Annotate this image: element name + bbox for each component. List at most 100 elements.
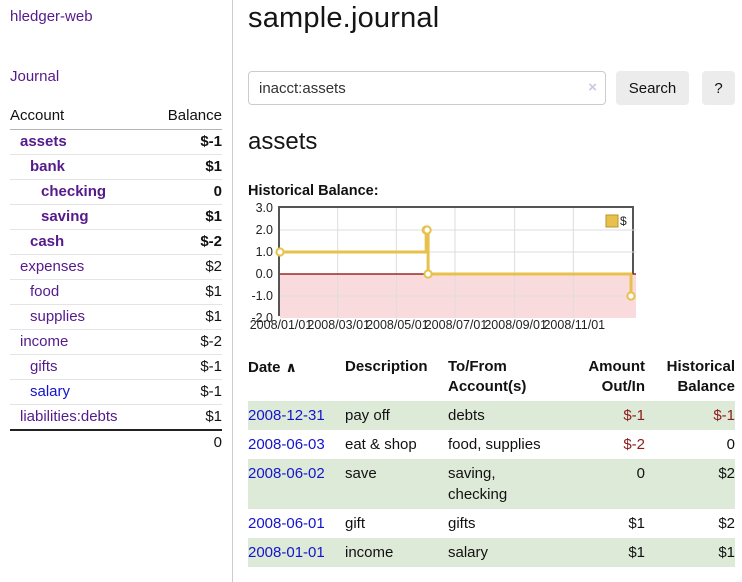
x-axis-tick-label: 2008/11/01 [543, 318, 606, 332]
txn-description: save [345, 465, 377, 482]
txn-date-link[interactable]: 2008-06-02 [248, 465, 325, 482]
account-balance: $-1 [200, 358, 222, 375]
sidebar-account-gifts[interactable]: gifts [30, 358, 58, 375]
account-balance: $1 [205, 283, 222, 300]
sidebar-account-salary[interactable]: salary [30, 383, 71, 400]
search-bar: × Search ? [248, 71, 737, 105]
sidebar-account-liabilities-debts[interactable]: liabilities:debts [20, 408, 118, 425]
sidebar-item-journal[interactable]: Journal [10, 68, 60, 85]
x-axis-tick-label: 2008/01/01 [249, 318, 313, 332]
accounts-total-value: 0 [213, 434, 222, 451]
sidebar-account-income[interactable]: income [20, 333, 69, 350]
chart-plot-area: $ [275, 206, 636, 318]
account-row: food $1 [10, 280, 222, 305]
y-axis-labels: 3.0 2.0 1.0 0.0 -1.0 -2.0 [248, 201, 278, 325]
account-row: salary $-1 [10, 380, 222, 405]
help-button[interactable]: ? [702, 71, 735, 105]
y-axis-tick-label: -1.0 [251, 289, 273, 303]
txn-description: gift [345, 515, 366, 532]
account-balance: 0 [213, 183, 222, 200]
x-axis-labels: 2008/01/01 2008/03/01 2008/05/01 2008/07/01… [250, 318, 737, 335]
search-button[interactable]: Search [616, 71, 689, 105]
txn-date-link[interactable]: 2008-12-31 [248, 407, 325, 424]
account-row: checking 0 [10, 180, 222, 205]
search-input[interactable] [248, 71, 606, 105]
description-column-header: Description [345, 358, 428, 375]
sidebar-account-checking[interactable]: checking [41, 183, 107, 200]
x-axis-tick-label: 2008/05/01 [366, 318, 429, 332]
account-balance: $-2 [200, 333, 222, 350]
account-balance: $-1 [200, 133, 222, 150]
sort-asc-icon: ∧ [285, 359, 297, 375]
accounts-table-header: Account Balance [10, 104, 222, 130]
data-point-marker [626, 291, 636, 301]
y-axis-tick-label: -2.0 [251, 311, 273, 325]
txn-balance: $-1 [713, 407, 735, 424]
y-axis-tick-label: 3.0 [255, 201, 273, 215]
sidebar-account-saving[interactable]: saving [41, 208, 89, 225]
txn-accounts: gifts [448, 515, 476, 532]
sidebar-account-bank[interactable]: bank [30, 158, 66, 175]
account-balance: $2 [205, 258, 222, 275]
account-balance: $1 [205, 208, 222, 225]
transactions-table: Date ∧ Description To/From Account(s) Amo… [248, 355, 735, 567]
sidebar-account-cash[interactable]: cash [30, 233, 65, 250]
txn-amount: $1 [628, 515, 645, 532]
account-balance: $-2 [200, 233, 222, 250]
account-balance: $1 [205, 158, 222, 175]
account-row: bank $1 [10, 155, 222, 180]
sidebar-account-assets[interactable]: assets [20, 133, 67, 150]
txn-accounts: food, supplies [448, 436, 541, 453]
account-balance: $1 [205, 408, 222, 425]
balance-column-header: Balance [167, 107, 222, 124]
accounts-table: Account Balance assets $-1 bank $1 check… [10, 104, 222, 454]
txn-date-link[interactable]: 2008-06-03 [248, 436, 325, 453]
clear-search-icon[interactable]: × [588, 79, 597, 96]
txn-row: 2008-01-01 income salary $1 $1 [248, 538, 735, 567]
y-axis-tick-label: 1.0 [255, 245, 273, 259]
account-row: income $-2 [10, 330, 222, 355]
txn-date-link[interactable]: 2008-01-01 [248, 544, 325, 561]
transactions-header-row: Date ∧ Description To/From Account(s) Amo… [248, 355, 735, 401]
txn-row: 2008-06-03 eat & shop food, supplies $-2… [248, 430, 735, 459]
account-row: supplies $1 [10, 305, 222, 330]
txn-amount: 0 [636, 465, 645, 482]
accounts-total-row: 0 [10, 429, 222, 454]
account-balance: $-1 [200, 383, 222, 400]
txn-amount: $-2 [623, 436, 645, 453]
txn-balance: 0 [726, 436, 735, 453]
txn-accounts: salary [448, 544, 489, 561]
txn-description: pay off [345, 407, 390, 424]
txn-row: 2008-06-01 gift gifts $1 $2 [248, 509, 735, 538]
data-point-marker [423, 269, 433, 279]
account-balance: $1 [205, 308, 222, 325]
account-row: saving $1 [10, 205, 222, 230]
main-content: sample.journal × Search ? assets Histori… [248, 0, 737, 567]
date-column-header[interactable]: Date ∧ [248, 359, 297, 376]
legend-swatch [605, 214, 619, 228]
y-axis-tick-label: 2.0 [255, 223, 273, 237]
chart-title: Historical Balance: [248, 183, 379, 199]
account-row: cash $-2 [10, 230, 222, 255]
txn-amount: $-1 [623, 407, 645, 424]
account-row: assets $-1 [10, 130, 222, 155]
brand-link[interactable]: hledger-web [10, 8, 93, 25]
sidebar-account-food[interactable]: food [30, 283, 60, 300]
sidebar-account-expenses[interactable]: expenses [20, 258, 85, 275]
chart-svg: $ [275, 208, 636, 318]
y-axis-tick-label: 0.0 [255, 267, 273, 281]
historical-balance-chart: 3.0 2.0 1.0 0.0 -1.0 -2.0 $ 2008/01/01 2008/03… [248, 201, 737, 335]
sidebar-account-supplies[interactable]: supplies [30, 308, 86, 325]
txn-row: 2008-12-31 pay off debts $-1 $-1 [248, 401, 735, 430]
account-row: liabilities:debts $1 [10, 405, 222, 429]
data-point-marker [275, 247, 285, 257]
txn-balance: $1 [718, 544, 735, 561]
to-from-column-header: To/From Account(s) [448, 358, 527, 395]
txn-description: income [345, 544, 394, 561]
account-row: gifts $-1 [10, 355, 222, 380]
txn-balance: $2 [718, 465, 735, 482]
account-row: expenses $2 [10, 255, 222, 280]
amount-column-header: Amount Out/In [588, 358, 645, 395]
account-heading: assets [248, 128, 318, 155]
txn-date-link[interactable]: 2008-06-01 [248, 515, 325, 532]
